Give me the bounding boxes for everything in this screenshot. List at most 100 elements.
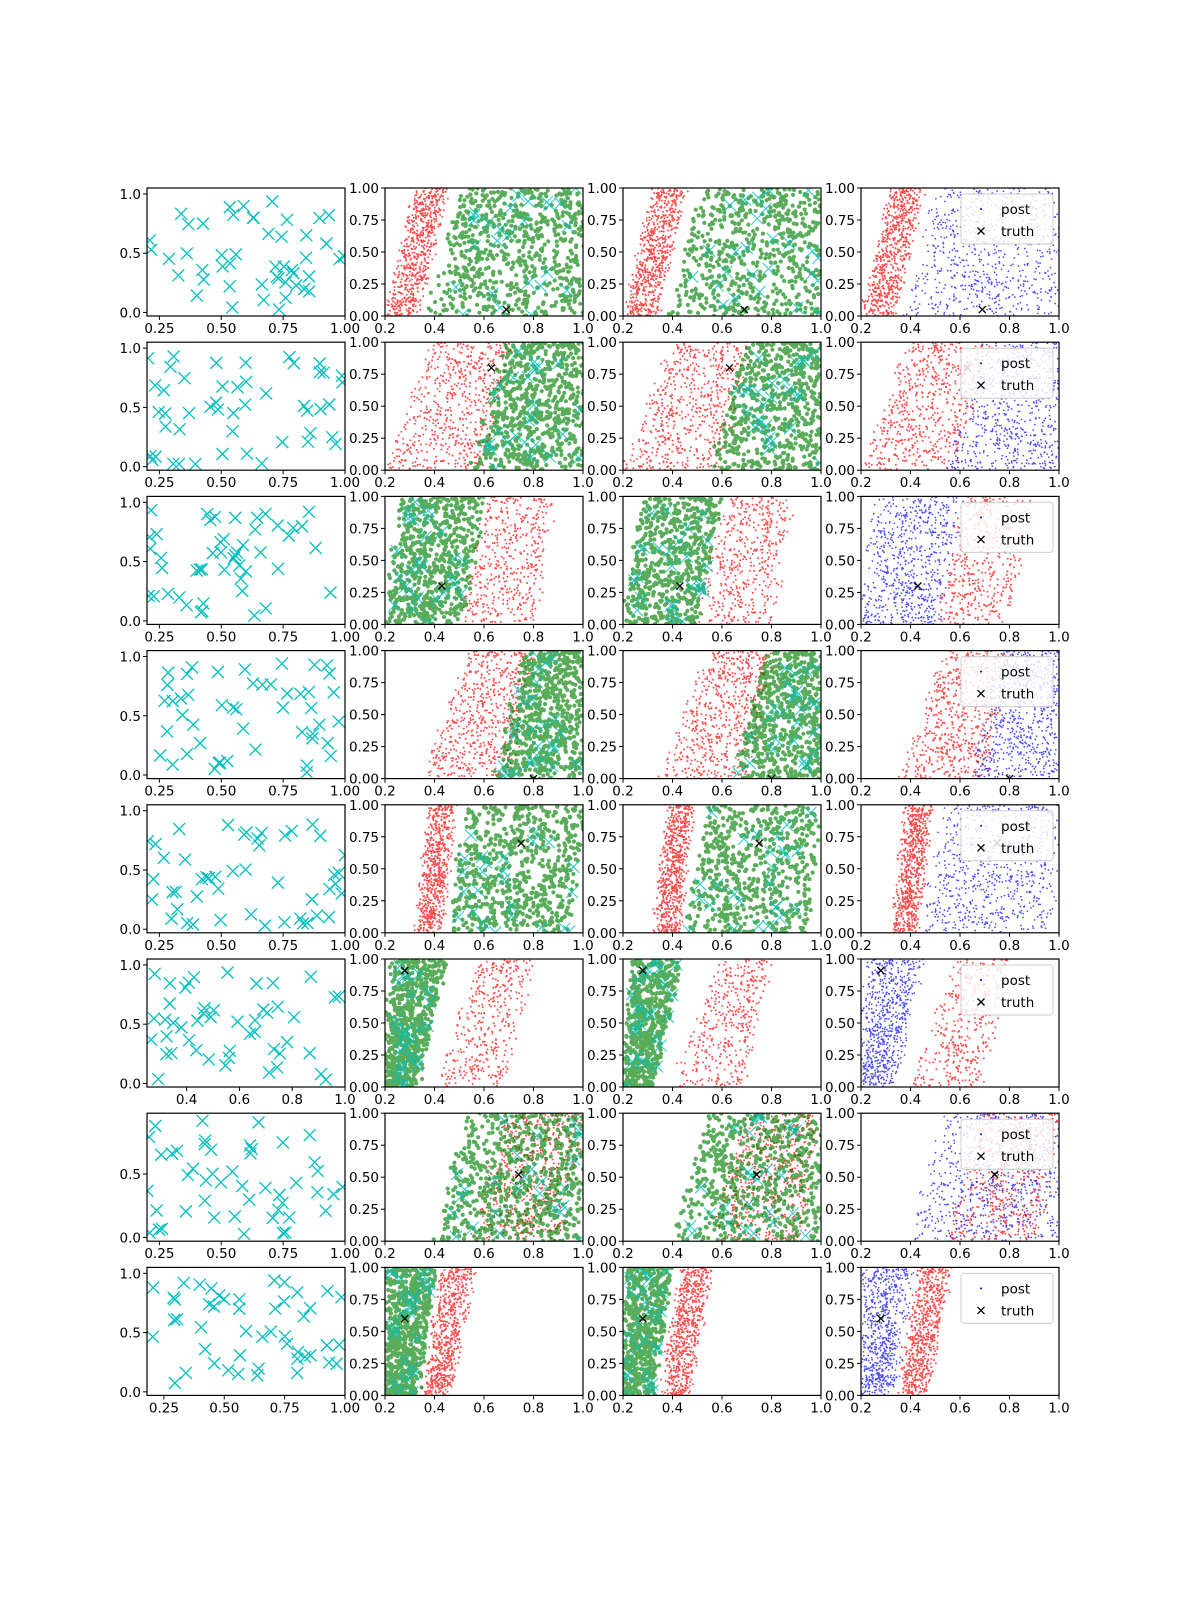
x-tick-label: 0.2	[612, 321, 633, 337]
prior-sample-marker	[786, 1206, 800, 1220]
prior-sample-marker	[255, 456, 269, 470]
x-tick-label: 0.75	[268, 629, 298, 645]
prior-sample-marker	[526, 410, 540, 424]
prior-sample-marker	[147, 542, 157, 556]
axes-frame	[622, 495, 822, 625]
y-tick-label: 0.50	[349, 1324, 379, 1340]
prior-sample-marker	[182, 406, 196, 420]
x-tick-label: 0.8	[523, 1246, 544, 1262]
y-tick-label: 0.00	[587, 926, 617, 942]
x-tick-label: 0.4	[900, 1400, 921, 1416]
prior-sample-marker	[154, 1148, 168, 1162]
blue-posterior-cloud	[861, 496, 964, 625]
prior-sample-marker	[278, 1329, 292, 1343]
axes-frame	[146, 804, 346, 934]
prior-sample-marker	[294, 687, 307, 701]
sample-panel: 0.2 0.4 0.6 0.8 1.0 0.00 0.25 0.50 0.75 1.00	[587, 489, 832, 645]
y-tick-label: 0.75	[349, 213, 379, 229]
red-sample-cloud	[462, 496, 555, 624]
x-tick-label: 1.0	[810, 1246, 831, 1262]
prior-sample-marker	[202, 1052, 216, 1066]
prior-sample-marker	[320, 659, 334, 672]
prior-sample-marker	[167, 350, 181, 363]
x-tick-label: 0.6	[473, 1400, 494, 1416]
x-tick-label: 0.4	[176, 1092, 197, 1108]
prior-sample-marker	[267, 1274, 281, 1287]
legend-truth-marker	[977, 227, 985, 235]
prior-sample-marker	[250, 511, 264, 525]
prior-sample-marker	[711, 279, 725, 293]
prior-sample-marker	[630, 603, 644, 617]
prior-sample-marker	[195, 562, 209, 576]
prior-sample-marker	[174, 692, 188, 705]
prior-sample-marker	[299, 228, 313, 242]
prior-sample-marker	[214, 913, 228, 927]
x-tick-label: 0.6	[473, 938, 494, 954]
prior-sample-marker	[231, 1015, 244, 1029]
posterior-panel: 0.2 0.4 0.6 0.8 1.0 0.00 0.25 0.50 0.75 1.00 post t…	[825, 335, 1070, 491]
y-tick-label: 0.75	[349, 830, 379, 846]
truth-marker	[400, 1314, 409, 1323]
x-tick-label: 1.0	[572, 1246, 593, 1262]
prior-sample-marker	[244, 908, 258, 921]
prior-sample-marker	[521, 194, 535, 208]
prior-sample-marker	[259, 507, 272, 521]
axes-frame	[146, 495, 346, 625]
prior-sample-marker	[163, 997, 177, 1011]
prior-sample-marker	[196, 596, 210, 610]
x-tick-label: 0.4	[662, 1092, 683, 1108]
prior-sample-marker	[506, 371, 520, 384]
y-tick-label: 0.00	[825, 772, 855, 788]
prior-sample-marker	[524, 308, 538, 316]
prior-sample-marker	[490, 234, 504, 248]
prior-panel: 0.25 0.50 0.75 1.00 0.0 0.5 1.0	[120, 187, 361, 337]
truth-marker	[990, 1170, 999, 1179]
prior-sample-marker	[532, 662, 546, 676]
prior-sample-marker	[518, 435, 531, 449]
legend-box	[960, 964, 1054, 1016]
prior-sample-marker	[650, 1030, 663, 1044]
posterior-panel: 0.2 0.4 0.6 0.8 1.0 0.00 0.25 0.50 0.75 1.00 post t…	[825, 489, 1070, 645]
x-tick-label: 0.8	[523, 475, 544, 491]
prior-sample-marker	[790, 685, 803, 698]
posterior-panel: 0.2 0.4 0.6 0.8 1.0 0.00 0.25 0.50 0.75 1.00 post t…	[825, 644, 1070, 800]
prior-sample-marker	[332, 1338, 345, 1352]
prior-sample-marker	[654, 1304, 668, 1318]
prior-sample-marker	[787, 734, 801, 748]
prior-sample-marker	[271, 562, 285, 576]
prior-sample-marker	[155, 561, 169, 575]
y-tick-label: 0.5	[120, 709, 141, 725]
prior-sample-marker	[497, 760, 511, 773]
prior-sample-marker	[265, 195, 279, 208]
prior-sample-marker	[524, 450, 538, 464]
prior-sample-marker	[186, 1162, 200, 1176]
x-tick-label: 0.4	[424, 629, 445, 645]
y-tick-label: 0.25	[349, 585, 379, 601]
prior-sample-marker	[147, 449, 157, 463]
prior-sample-marker	[391, 1069, 405, 1083]
prior-sample-marker	[277, 1295, 291, 1308]
x-tick-label: 1.0	[810, 784, 831, 800]
prior-sample-marker	[321, 736, 335, 750]
prior-sample-marker	[757, 398, 770, 412]
prior-sample-marker	[247, 608, 261, 622]
x-tick-label: 0.4	[424, 784, 445, 800]
x-tick-label: 0.4	[424, 475, 445, 491]
prior-sample-marker	[762, 262, 775, 276]
prior-sample-marker	[306, 727, 320, 741]
prior-sample-marker	[290, 1366, 304, 1380]
x-tick-label: 1.0	[1048, 629, 1069, 645]
prior-sample-marker	[623, 1078, 633, 1087]
prior-sample-marker	[395, 1079, 409, 1087]
prior-sample-marker	[468, 206, 482, 220]
prior-sample-marker	[279, 291, 293, 305]
green-sample-cloud	[426, 188, 583, 316]
y-tick-label: 0.50	[587, 708, 617, 724]
legend-box	[960, 347, 1054, 399]
prior-sample-marker	[275, 657, 289, 671]
prior-sample-marker	[638, 1296, 652, 1309]
prior-sample-marker	[216, 380, 229, 393]
truth-marker	[876, 1314, 885, 1323]
prior-sample-marker	[226, 208, 240, 222]
prior-sample-marker	[543, 450, 557, 464]
